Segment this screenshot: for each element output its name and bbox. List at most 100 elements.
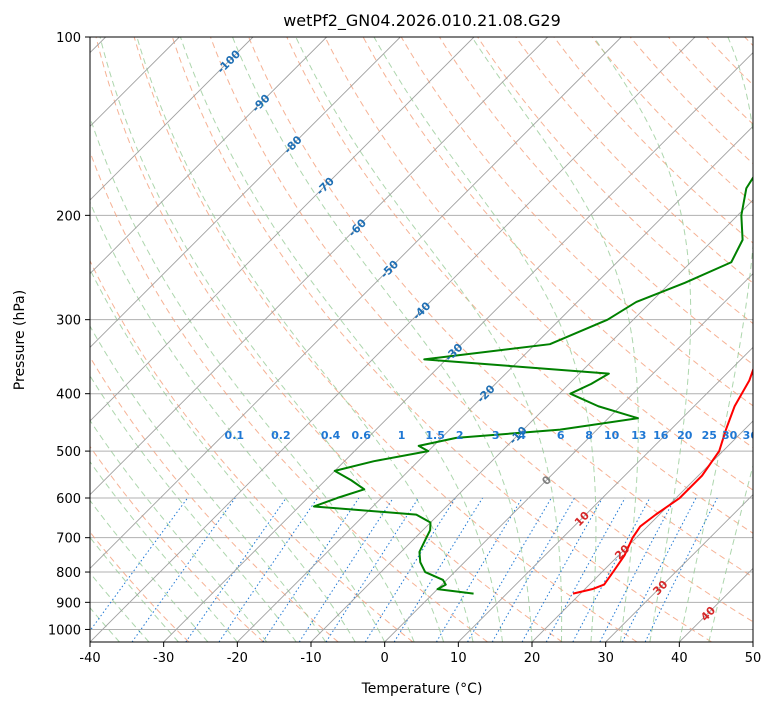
mixing-ratio-label: 0.2 (271, 429, 291, 442)
moist-adiabat-line (90, 201, 386, 642)
dry-adiabat-line (477, 37, 753, 325)
y-tick-label: 500 (56, 445, 81, 460)
mixing-ratio-label: 20 (677, 429, 693, 442)
mixing-ratio-label: 16 (653, 429, 669, 442)
mixing-ratio-label: 3 (492, 429, 500, 442)
mixing-ratio-line (393, 497, 483, 642)
x-tick-label: -30 (153, 651, 174, 666)
mixing-ratio-label: 25 (702, 429, 717, 442)
x-tick-label: -10 (300, 651, 321, 666)
mixing-ratio-line (364, 497, 456, 642)
isotherm-line (237, 125, 753, 642)
moist-adiabat-line (90, 115, 415, 642)
isotherm-line (605, 494, 753, 642)
x-tick-label: 0 (381, 651, 389, 666)
dry-adiabat-line (171, 37, 712, 642)
mixing-ratio-label: 1 (398, 429, 406, 442)
temperature-series-line (572, 367, 753, 595)
y-tick-label: 900 (56, 596, 81, 611)
mixing-ratio-line (90, 497, 188, 632)
moist-adiabat-line (90, 536, 179, 642)
moist-adiabat-line (678, 37, 753, 642)
isotherm-line (384, 273, 753, 642)
isotherm-line (163, 52, 753, 642)
x-tick-label: 40 (671, 651, 688, 666)
x-axis-label: Temperature (°C) (361, 681, 483, 697)
moist-adiabat-line (136, 37, 474, 642)
mixing-ratio-lines (90, 497, 718, 642)
mixing-ratio-line (545, 497, 626, 642)
isotherm-line (90, 37, 622, 569)
y-tick-label: 700 (56, 532, 81, 547)
mixing-ratio-line (131, 497, 236, 642)
moist-adiabat-line (708, 463, 753, 642)
dry-adiabat-line (248, 37, 753, 578)
isotherm-line (310, 199, 753, 642)
dry-adiabat-line (90, 445, 264, 642)
isotherm-line (90, 37, 401, 348)
moist-adiabat-line (90, 419, 268, 642)
moist-adiabat-line (90, 499, 209, 642)
y-tick-label: 400 (56, 388, 81, 403)
x-tick-label: 30 (597, 651, 614, 666)
mixing-ratio-label: 13 (631, 429, 646, 442)
y-tick-label: 200 (56, 209, 81, 224)
mixing-ratio-label: 2 (456, 429, 464, 442)
isotherm-line (90, 37, 696, 642)
isotherm-line (90, 37, 327, 275)
y-axis-label: Pressure (hPa) (12, 290, 28, 390)
dry-adiabat-line (591, 37, 753, 204)
mixing-ratio-label: 0.4 (321, 429, 341, 442)
mixing-ratio-label: 0.6 (351, 429, 371, 442)
moist-adiabat-line (90, 460, 238, 642)
y-tick-label: 300 (56, 314, 81, 329)
mixing-ratio-label: 36 (743, 429, 759, 442)
y-tick-label: 100 (56, 31, 81, 46)
mixing-ratio-line (644, 497, 718, 642)
pressure-gridlines (90, 37, 753, 630)
moist-adiabat-line (295, 37, 563, 642)
isotherm-line (458, 346, 753, 642)
dry-adiabat-line (90, 259, 414, 642)
y-tick-label: 800 (56, 566, 81, 581)
moist-adiabat-line (90, 374, 297, 642)
moist-adiabat-line (179, 37, 504, 642)
mixing-ratio-line (572, 497, 651, 642)
dry-adiabat-line (95, 37, 563, 642)
y-tick-label: 600 (56, 492, 81, 507)
mixing-ratio-label: 8 (585, 429, 593, 442)
plot-frame (89, 36, 754, 643)
series-lines (312, 175, 753, 595)
mixing-ratio-line (621, 497, 697, 642)
dry-adiabat-line (133, 37, 638, 642)
mixing-ratio-line (262, 497, 360, 642)
x-axis: -40 -30 -20 -10 0 10 20 30 40 50 (79, 642, 761, 666)
mixing-ratio-line (435, 497, 523, 642)
y-axis: 100 200 300 400 500 600 700 800 900 1000 (48, 31, 90, 638)
isotherm-line (90, 37, 548, 496)
mixing-ratio-label: 4 (518, 429, 526, 442)
y-tick-label: 1000 (48, 623, 81, 638)
dewpoint-series-line (312, 175, 753, 595)
x-tick-label: 10 (450, 651, 467, 666)
x-tick-label: -40 (79, 651, 100, 666)
mixing-ratio-label: 0.1 (225, 429, 245, 442)
mixing-ratio-label: 1.5 (425, 429, 445, 442)
mixing-ratio-label: 30 (722, 429, 738, 442)
moist-adiabat-line (90, 268, 356, 642)
mixing-ratio-line (599, 497, 676, 642)
isotherm-line (531, 420, 753, 642)
mixing-ratio-label: 6 (557, 429, 565, 442)
moist-adiabat-line (373, 37, 597, 642)
dry-adiabat-line (515, 37, 753, 284)
moist-adiabat-line (593, 37, 692, 642)
x-tick-label: 50 (745, 651, 762, 666)
mixing-ratio-label: 10 (604, 429, 620, 442)
moist-adiabat-line (232, 37, 533, 642)
moist-adiabat-line (99, 37, 445, 642)
dry-adiabat-line (400, 37, 753, 407)
dry-adiabat-line (629, 37, 753, 165)
x-tick-label: -20 (227, 651, 248, 666)
